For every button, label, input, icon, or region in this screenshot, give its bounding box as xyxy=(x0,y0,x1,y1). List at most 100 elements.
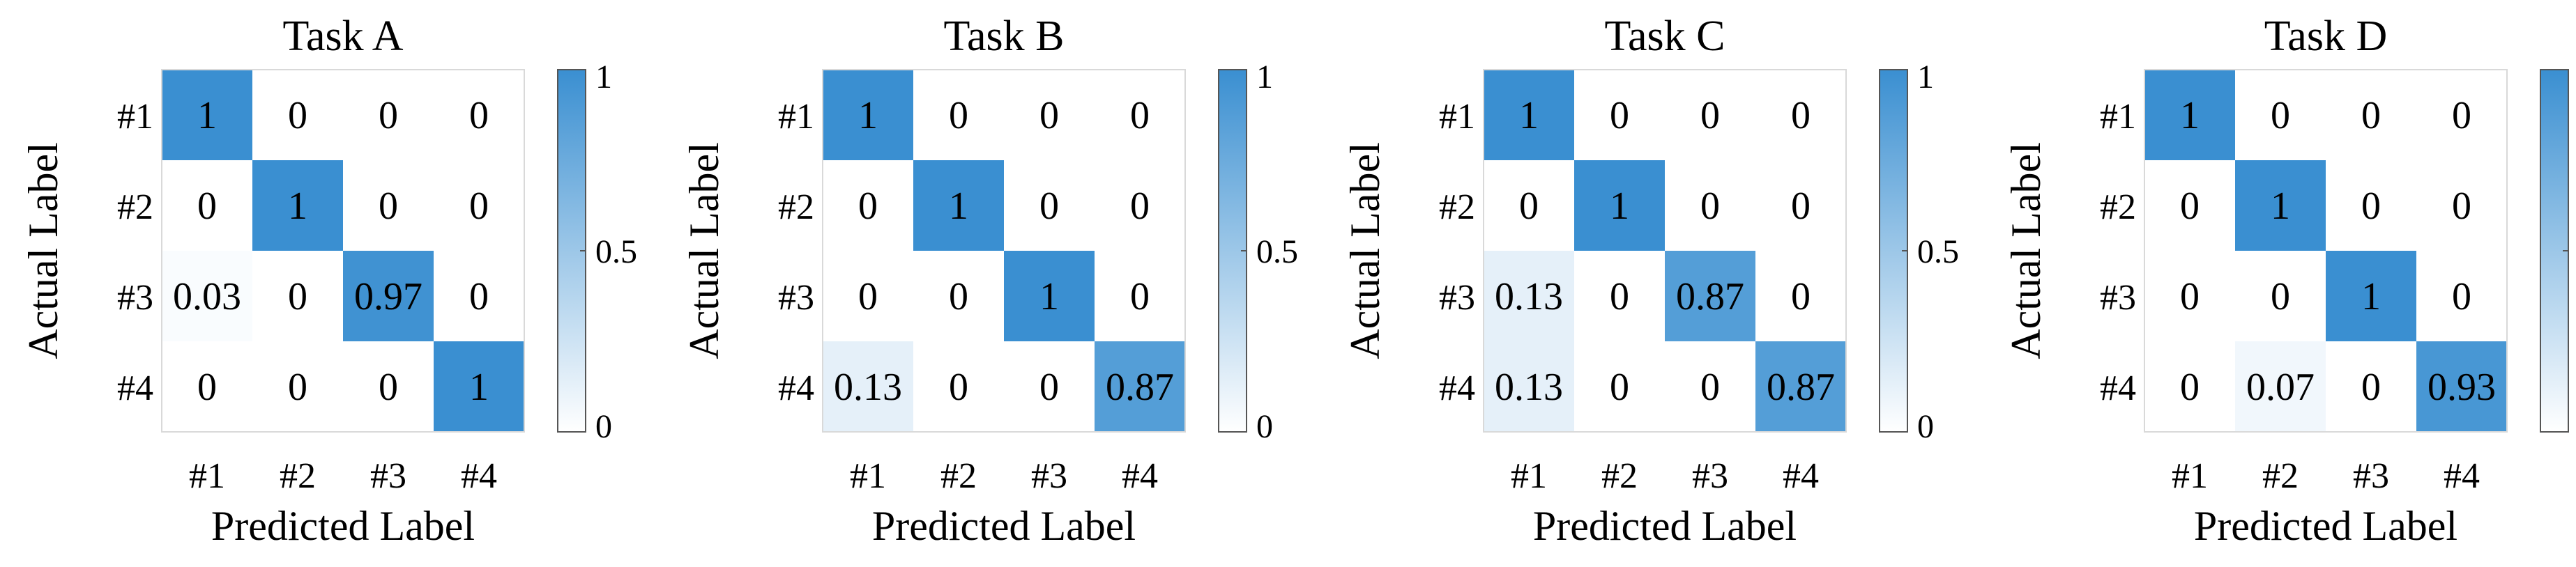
heatmap-cell xyxy=(343,70,434,160)
y-tick-label: #4 xyxy=(2100,368,2136,408)
cell-value-label: 0 xyxy=(288,275,307,318)
cell-value-label: 0.03 xyxy=(173,275,241,318)
y-tick-label: #3 xyxy=(117,278,153,318)
cell-value-label: 0 xyxy=(379,185,398,228)
cell-value-label: 0.87 xyxy=(1676,275,1744,318)
cell-value-label: 1 xyxy=(1039,275,1059,318)
heatmap-cell xyxy=(343,341,434,432)
y-axis-label: Actual Label xyxy=(20,142,66,359)
x-tick-label: #4 xyxy=(2444,456,2480,496)
heatmap-cell xyxy=(913,70,1004,160)
cell-value-label: 1 xyxy=(1519,94,1539,137)
heatmap-cell xyxy=(1484,70,1574,160)
cell-value-label: 0.13 xyxy=(834,366,902,409)
x-axis-label: Predicted Label xyxy=(211,503,475,549)
cell-value-label: 0 xyxy=(379,94,398,137)
y-tick-label: #3 xyxy=(778,278,814,318)
cell-value-label: 1 xyxy=(858,94,878,137)
colorbar-tick-label: 1 xyxy=(595,59,612,95)
cell-value-label: 0 xyxy=(469,185,489,228)
heatmap-cell xyxy=(162,160,252,251)
cell-value-label: 0 xyxy=(858,275,878,318)
cell-value-label: 0 xyxy=(858,185,878,228)
y-tick-label: #2 xyxy=(778,187,814,227)
y-tick-label: #1 xyxy=(778,97,814,137)
heatmap-cell xyxy=(343,160,434,251)
confusion-panel-a: 1 0 0 0 0 1 0 0 0.03 0 0.97 0 0 0 0 1 Task A #1 #2 #3 #4 #1 #2… xyxy=(20,13,637,549)
cell-value-label: 0 xyxy=(197,366,217,409)
cell-value-label: 1 xyxy=(949,185,968,228)
cell-value-label: 0 xyxy=(379,366,398,409)
heatmap-cell xyxy=(2416,341,2507,432)
heatmap-cell xyxy=(2144,70,2235,160)
heatmap-cell xyxy=(913,160,1004,251)
cell-value-label: 1 xyxy=(288,185,307,228)
heatmap-cell xyxy=(2144,160,2235,251)
cell-value-label: 1 xyxy=(469,366,489,409)
cell-value-label: 1 xyxy=(1610,185,1629,228)
cell-value-label: 0 xyxy=(1130,185,1150,228)
cell-value-label: 1 xyxy=(2180,94,2200,137)
cell-value-label: 0 xyxy=(1791,185,1811,228)
x-tick-label: #4 xyxy=(1122,456,1158,496)
confusion-panel-c: 1 0 0 0 0 1 0 0 0.13 0 0.87 0 0.13 0 0 0.87 Task C #1 #2 #3… xyxy=(1342,13,1959,549)
y-tick-label: #1 xyxy=(2100,97,2136,137)
y-tick-label: #1 xyxy=(1439,97,1475,137)
y-axis-label: Actual Label xyxy=(1342,142,1388,359)
confusion-panel-b: 1 0 0 0 0 1 0 0 0 0 1 0 0.13 0 0 0.87 Task B #1 #2 #3 #4 #1 #2… xyxy=(681,13,1298,549)
y-axis-label: Actual Label xyxy=(681,142,727,359)
cell-value-label: 0 xyxy=(2452,185,2471,228)
heatmap-cell xyxy=(2235,251,2326,341)
cell-value-label: 0 xyxy=(1700,94,1720,137)
y-axis-label: Actual Label xyxy=(2003,142,2049,359)
heatmap-cell xyxy=(913,341,1004,432)
heatmap-cell xyxy=(252,160,343,251)
cell-value-label: 0 xyxy=(949,366,968,409)
cell-value-label: 0 xyxy=(1791,94,1811,137)
heatmap-cell xyxy=(434,251,524,341)
heatmap-cell xyxy=(1004,160,1095,251)
cell-value-label: 0 xyxy=(1039,94,1059,137)
heatmap-cell xyxy=(2144,341,2235,432)
x-tick-label: #2 xyxy=(1601,456,1638,496)
cell-value-label: 0 xyxy=(2452,275,2471,318)
heatmap-cell xyxy=(252,70,343,160)
colorbar-tick-label: 1 xyxy=(1917,59,1934,95)
cell-value-label: 0.13 xyxy=(1495,275,1563,318)
y-tick-label: #2 xyxy=(117,187,153,227)
chart-title: Task D xyxy=(2264,13,2387,60)
heatmap-cell xyxy=(2235,160,2326,251)
heatmap-cell xyxy=(1095,160,1185,251)
heatmap-cell xyxy=(162,341,252,432)
heatmap-cell xyxy=(1004,70,1095,160)
heatmap-cell xyxy=(1095,251,1185,341)
x-axis-label: Predicted Label xyxy=(2194,503,2457,549)
x-tick-label: #2 xyxy=(2262,456,2299,496)
heatmap-cell xyxy=(2235,70,2326,160)
y-tick-label: #4 xyxy=(778,368,814,408)
cell-value-label: 0 xyxy=(2452,94,2471,137)
cell-value-label: 0 xyxy=(2361,94,2381,137)
heatmap-cell xyxy=(1665,341,1755,432)
cell-value-label: 0 xyxy=(2361,366,2381,409)
heatmap-cell xyxy=(823,341,913,432)
cell-value-label: 0 xyxy=(949,94,968,137)
x-tick-label: #3 xyxy=(2353,456,2389,496)
confusion-panel-d: 1 0 0 0 0 1 0 0 0 0 1 0 0 0.07 0 0.93 Task D #1 #2 #3 #4 #1 #2… xyxy=(2003,13,2569,549)
heatmap-cell xyxy=(434,70,524,160)
colorbar-tick-label: 0.5 xyxy=(595,233,637,270)
cell-value-label: 0 xyxy=(469,275,489,318)
heatmap-cell xyxy=(1574,251,1665,341)
heatmap-cell xyxy=(252,251,343,341)
cell-value-label: 0 xyxy=(2180,185,2200,228)
heatmap-cell xyxy=(1755,251,1846,341)
cell-value-label: 0 xyxy=(949,275,968,318)
colorbar-tick-label: 0 xyxy=(595,408,612,445)
heatmap-cell xyxy=(1755,160,1846,251)
heatmap-cell xyxy=(1755,341,1846,432)
cell-value-label: 0 xyxy=(1519,185,1539,228)
cell-value-label: 0.87 xyxy=(1106,366,1174,409)
x-tick-label: #4 xyxy=(1783,456,1819,496)
y-tick-label: #3 xyxy=(1439,278,1475,318)
heatmap-cell xyxy=(1004,341,1095,432)
